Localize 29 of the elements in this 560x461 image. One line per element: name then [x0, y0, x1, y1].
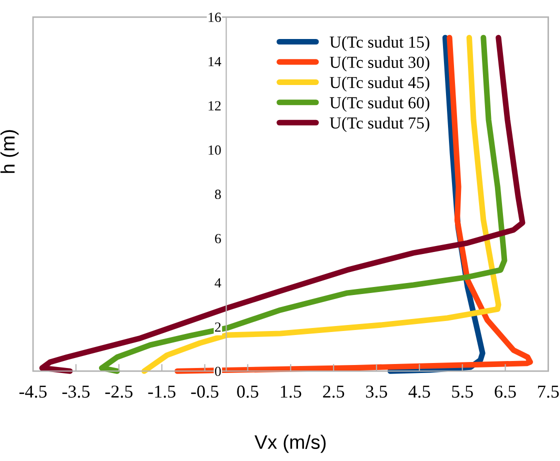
y-tick-label: 16 [208, 12, 221, 22]
x-tick-label: 0.5 [237, 386, 258, 398]
x-tick-label: 4.5 [408, 386, 430, 398]
y-tick-label: 8 [214, 190, 221, 200]
x-tick-label: 6.5 [494, 386, 516, 398]
x-tick-label: 1.5 [280, 386, 302, 398]
legend-label: U(Tc sudut 60) [330, 96, 430, 112]
y-tick-label: 6 [215, 234, 221, 244]
y-tick-label: 14 [208, 56, 222, 66]
y-tick-label: 10 [208, 145, 221, 155]
y-tick-label: 0 [214, 366, 221, 376]
y-tick-label: 4 [214, 278, 222, 288]
legend-label: U(Tc sudut 30) [330, 56, 430, 72]
x-tick-label: -4.5 [19, 386, 47, 398]
y-tick-label: 12 [208, 101, 221, 110]
x-axis-title: Vx (m/s) [254, 434, 326, 453]
x-tick-label: 7.5 [538, 386, 559, 398]
x-tick-label: 3.5 [366, 386, 388, 398]
x-tick-label: 2.5 [323, 386, 344, 398]
x-tick-label: -2.5 [105, 386, 132, 398]
x-tick-label: 5.5 [452, 386, 473, 398]
x-tick-label: -1.5 [148, 386, 176, 398]
y-axis-title: h (m) [0, 130, 19, 173]
legend-label: U(Tc sudut 15) [330, 36, 430, 52]
legend-label: U(Tc sudut 45) [330, 76, 430, 92]
x-tick-label: -3.5 [62, 386, 90, 398]
x-tick-label: -0.5 [191, 386, 218, 398]
y-tick-label: 2 [215, 322, 221, 332]
legend-label: U(Tc sudut 75) [330, 116, 430, 132]
